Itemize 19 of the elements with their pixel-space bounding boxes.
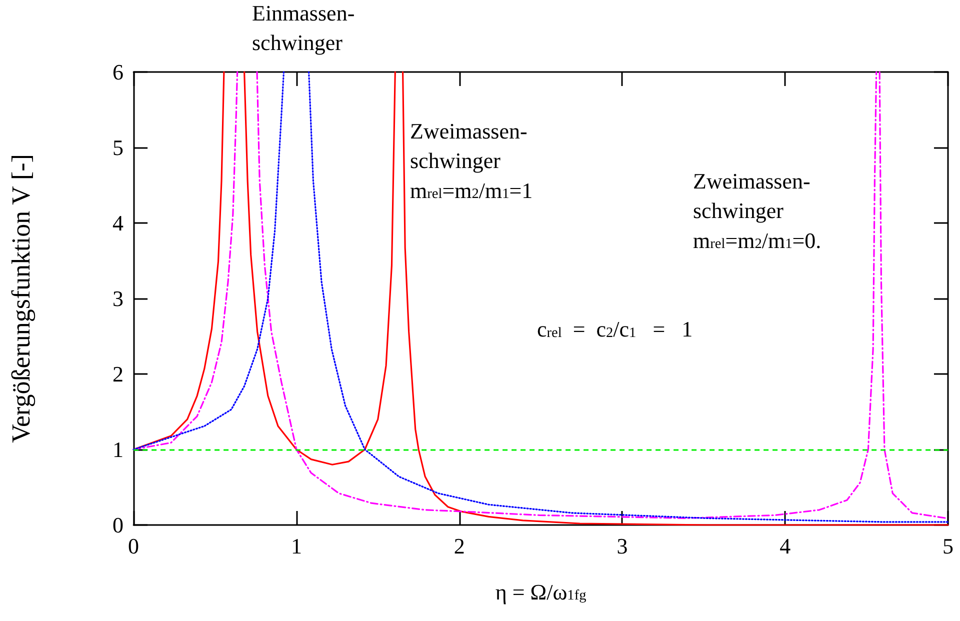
x-tick-label: 2: [454, 534, 465, 558]
x-axis-title: η = Ω/ω1fg: [495, 579, 586, 604]
y-tick-label: 5: [112, 135, 124, 160]
x-tick-label: 1: [290, 534, 302, 558]
y-tick-label: 2: [112, 362, 124, 386]
y-tick-label: 6: [112, 60, 124, 84]
x-tick-label: 0: [128, 534, 140, 558]
annotation: crel = c2/c1 = 1: [537, 316, 693, 342]
text: Zweimassen- schwinger mrel=m2/m1=0.: [693, 168, 822, 253]
x-tick-label: 5: [942, 534, 954, 558]
text: Zweimassen- schwinger mrel=m2/m1=1: [410, 118, 533, 203]
y-tick-label: 3: [112, 286, 124, 311]
x-tick-label: 4: [780, 534, 791, 558]
y-tick-label: 1: [112, 437, 124, 462]
y-tick-label: 4: [112, 210, 124, 236]
y-tick-label: 0: [112, 512, 124, 538]
y-axis-title: Vergößerungsfunktion V [-]: [6, 154, 36, 443]
text: Einmassen- schwinger: [252, 0, 355, 56]
x-tick-label: 3: [616, 534, 628, 558]
